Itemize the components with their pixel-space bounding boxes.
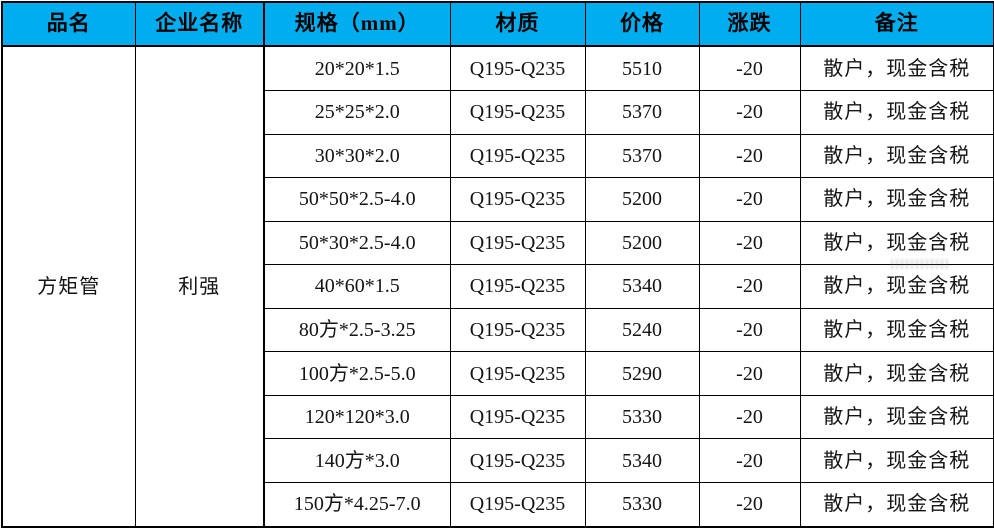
note-cell: 散户，现金含税 [799,307,994,353]
table-row: 80方*2.5-3.25 Q195-Q235 5240 -20 散户，现金含税 [2,307,994,353]
note-cell: 散户，现金含税 [799,351,994,396]
table-header: 品名 企业名称 规格（mm） 材质 价格 涨跌 备注 [1,1,994,47]
col-header-material: 材质 [449,1,586,47]
price-cell: 5340 [584,438,700,483]
material-cell: Q195-Q235 [449,90,586,135]
col-header-price: 价格 [584,1,700,47]
table-body: 方矩管 利强 20*20*1.5 Q195-Q235 5510 -20 散户，现… [1,45,994,528]
note-cell: 散户，现金含税 [799,90,994,135]
col-header-change: 涨跌 [698,1,801,47]
spec-cell: 140方*3.0 [263,438,451,483]
price-cell: 5330 [584,394,700,440]
change-cell: -20 [698,481,801,528]
price-cell: 5200 [584,220,700,266]
change-cell: -20 [698,351,801,396]
spec-cell: 100方*2.5-5.0 [263,351,451,396]
table-row: 30*30*2.0 Q195-Q235 5370 -20 散户，现金含税 [2,133,994,179]
col-header-company: 企业名称 [134,1,265,47]
note-cell: 散户，现金含税 [799,394,994,440]
material-cell: Q195-Q235 [449,177,586,222]
change-cell: -20 [698,177,801,222]
table-row: 方矩管 利强 20*20*1.5 Q195-Q235 5510 -20 散户，现… [1,45,994,528]
table-row: 50*50*2.5-4.0 Q195-Q235 5200 -20 散户，现金含税 [2,177,994,222]
change-cell: -20 [698,394,801,440]
product-name-cell: 方矩管 [1,45,136,528]
price-cell: 5370 [584,90,700,135]
price-cell: 5510 [584,45,700,91]
table-row: 140方*3.0 Q195-Q235 5340 -20 散户，现金含税 [2,438,994,483]
note-cell: 散户，现金含税 [799,133,994,179]
material-cell: Q195-Q235 [449,481,586,528]
spec-cell: 20*20*1.5 [263,45,451,91]
material-cell: Q195-Q235 [449,133,586,179]
change-cell: -20 [698,307,801,353]
company-name-cell: 利强 [134,45,265,528]
spec-cell: 50*30*2.5-4.0 [263,220,451,266]
spec-cell: 120*120*3.0 [263,394,451,440]
price-cell: 5200 [584,177,700,222]
change-cell: -20 [698,45,801,91]
note-cell: 散户，现金含税 [799,177,994,222]
spec-cell: 150方*4.25-7.0 [263,481,451,528]
change-cell: -20 [698,264,801,309]
col-header-product: 品名 [1,1,136,47]
change-cell: -20 [698,133,801,179]
table-row: 25*25*2.0 Q195-Q235 5370 -20 散户，现金含税 [2,90,994,135]
col-header-spec: 规格（mm） [263,1,451,47]
note-cell: 散户，现金含税 [799,45,994,91]
note-cell: 散户，现金含税 [799,438,994,483]
change-cell: -20 [698,90,801,135]
note-cell: 散户，现金含税 [799,481,994,528]
material-cell: Q195-Q235 [449,220,586,266]
material-cell: Q195-Q235 [449,264,586,309]
table-row: 40*60*1.5 Q195-Q235 5340 -20 散户，现金含税 [2,264,994,309]
material-cell: Q195-Q235 [449,394,586,440]
price-cell: 5370 [584,133,700,179]
spec-cell: 25*25*2.0 [263,90,451,135]
price-cell: 5330 [584,481,700,528]
table-row: 50*30*2.5-4.0 Q195-Q235 5200 -20 散户，现金含税 [2,220,994,266]
table-row: 120*120*3.0 Q195-Q235 5330 -20 散户，现金含税 [2,394,994,440]
material-cell: Q195-Q235 [449,351,586,396]
price-cell: 5340 [584,264,700,309]
spec-cell: 40*60*1.5 [263,264,451,309]
table-row: 150方*4.25-7.0 Q195-Q235 5330 -20 散户，现金含税 [2,481,994,528]
material-cell: Q195-Q235 [449,45,586,91]
material-cell: Q195-Q235 [449,307,586,353]
header-row: 品名 企业名称 规格（mm） 材质 价格 涨跌 备注 [1,1,994,47]
col-header-note: 备注 [799,1,994,47]
note-cell: 散户，现金含税 [799,264,994,309]
spec-cell: 50*50*2.5-4.0 [263,177,451,222]
change-cell: -20 [698,438,801,483]
material-cell: Q195-Q235 [449,438,586,483]
price-cell: 5290 [584,351,700,396]
price-cell: 5240 [584,307,700,353]
spec-cell: 30*30*2.0 [263,133,451,179]
note-cell: 散户，现金含税 [799,220,994,266]
change-cell: -20 [698,220,801,266]
spec-cell: 80方*2.5-3.25 [263,307,451,353]
